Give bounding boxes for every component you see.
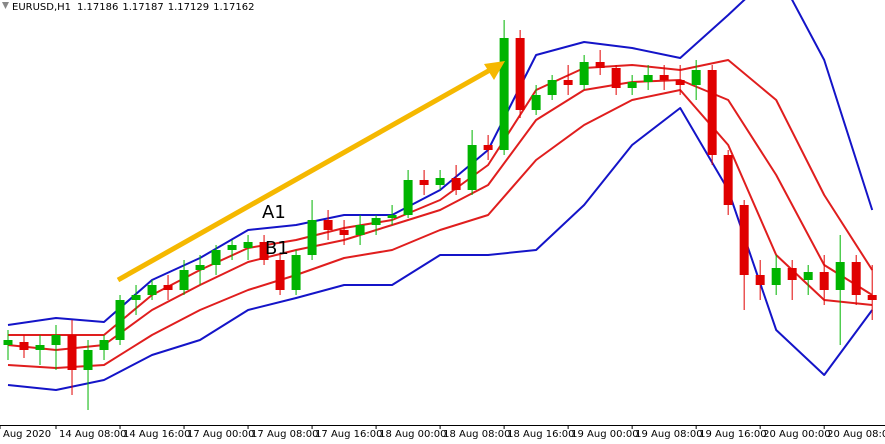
candle-body: [803, 272, 813, 280]
candle-body: [755, 275, 765, 285]
candle-body: [387, 215, 397, 218]
candle-body: [339, 230, 349, 235]
candle-body: [499, 38, 509, 150]
band-line: [7, 89, 873, 369]
candle-body: [515, 38, 525, 110]
x-tick-label: 19 Aug 08:00: [635, 429, 702, 440]
candle-body: [3, 340, 13, 345]
chart-header: EURUSD,H1 1.17186 1.17187 1.17129 1.17162: [12, 2, 254, 13]
candle-body: [115, 300, 125, 340]
candle-body: [723, 155, 733, 205]
candle-body: [99, 340, 109, 350]
candle-body: [467, 145, 477, 190]
candle-body: [211, 250, 221, 265]
candle-body: [291, 255, 301, 290]
x-tick-label: 18 Aug 08:00: [443, 429, 510, 440]
candle-body: [275, 260, 285, 290]
candle-body: [163, 285, 173, 290]
x-tick-label: 20 Aug 00:00: [763, 429, 830, 440]
candle-body: [403, 180, 413, 215]
candle-body: [419, 180, 429, 185]
candle-body: [483, 145, 493, 150]
candle-body: [851, 262, 861, 295]
x-tick-label: 19 Aug 00:00: [571, 429, 638, 440]
candle-body: [451, 178, 461, 190]
candle-body: [819, 272, 829, 290]
band-line: [7, 79, 873, 351]
ohlc-high: 1.17187: [122, 2, 163, 13]
candle-body: [179, 270, 189, 290]
x-tick-label: 17 Aug 00:00: [187, 429, 254, 440]
candle-body: [771, 268, 781, 285]
x-tick-label: 14 Aug 16:00: [123, 429, 190, 440]
candle-body: [435, 178, 445, 185]
candle-body: [307, 220, 317, 255]
candle-body: [611, 68, 621, 88]
x-tick-label: 17 Aug 08:00: [251, 429, 318, 440]
candle-body: [627, 82, 637, 88]
annotations: A1 B1: [116, 61, 505, 283]
candle-body: [531, 95, 541, 110]
x-tick-label: 19 Aug 16:00: [699, 429, 766, 440]
candle-body: [739, 205, 749, 275]
ohlc-low: 1.17129: [168, 2, 209, 13]
arrow-head: [484, 61, 505, 80]
candle-body: [195, 265, 205, 270]
candle-body: [659, 75, 669, 80]
candle-body: [371, 218, 381, 225]
x-tick-label: 18 Aug 00:00: [379, 429, 446, 440]
candle-body: [355, 225, 365, 235]
candle-body: [643, 75, 653, 82]
candle-body: [35, 345, 45, 350]
candle-body: [67, 335, 77, 370]
candle-body: [563, 80, 573, 85]
candle-body: [19, 342, 29, 350]
candle-body: [131, 295, 141, 300]
trend-arrow: [116, 67, 492, 283]
candle-body: [83, 350, 93, 370]
candle-body: [227, 245, 237, 250]
candle-body: [547, 80, 557, 95]
candle-body: [835, 262, 845, 290]
candle-body: [51, 335, 61, 345]
x-tick-label: 20 Aug 08:00: [827, 429, 885, 440]
candle-body: [707, 70, 717, 155]
candle-body: [867, 295, 877, 300]
x-tick-label: 18 Aug 16:00: [507, 429, 574, 440]
ohlc-open: 1.17186: [77, 2, 118, 13]
candle-body: [579, 62, 589, 85]
candle-body: [595, 62, 605, 68]
x-tick-label: 14 Aug 08:00: [59, 429, 126, 440]
candle-body: [691, 70, 701, 85]
header-icon: [2, 2, 9, 9]
candle-body: [243, 242, 253, 248]
candle-body: [675, 80, 685, 85]
candle-body: [323, 220, 333, 230]
candle-body: [787, 268, 797, 280]
symbol: EURUSD,H1: [12, 2, 71, 13]
annotation-label: A1: [262, 202, 286, 223]
ohlc-close: 1.17162: [213, 2, 254, 13]
plot-area: [3, 0, 877, 410]
candle-body: [147, 285, 157, 295]
x-tick-label: 17 Aug 16:00: [315, 429, 382, 440]
candle-body: [259, 242, 269, 260]
annotation-label: B1: [265, 238, 289, 259]
x-tick-label: Aug 2020: [3, 429, 51, 440]
